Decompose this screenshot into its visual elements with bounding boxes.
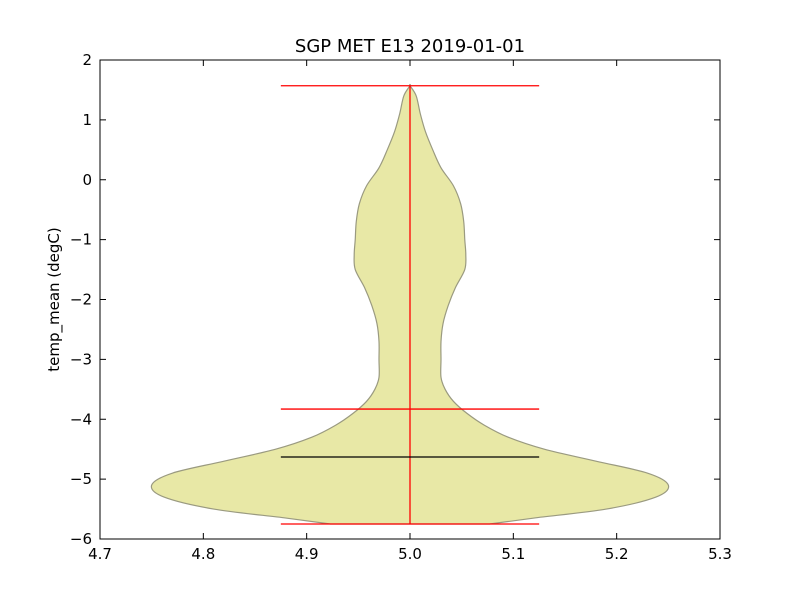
y-tick-label: −4 — [70, 410, 92, 428]
chart-title: SGP MET E13 2019-01-01 — [295, 36, 525, 57]
y-tick-label: −3 — [70, 350, 92, 368]
y-tick-label: 0 — [82, 171, 92, 189]
y-tick-label: 1 — [82, 111, 92, 129]
y-tick-label: −2 — [70, 291, 92, 309]
x-tick-label: 5.3 — [708, 545, 732, 563]
x-tick-label: 5.1 — [501, 545, 525, 563]
y-tick-label: −1 — [70, 231, 92, 249]
x-tick-label: 4.9 — [295, 545, 319, 563]
y-axis-label: temp_mean (degC) — [45, 227, 64, 372]
y-tick-label: −5 — [70, 470, 92, 488]
x-tick-label: 5.2 — [605, 545, 629, 563]
x-tick-label: 4.8 — [191, 545, 215, 563]
x-tick-label: 5.0 — [398, 545, 422, 563]
x-tick-label: 4.7 — [88, 545, 112, 563]
y-tick-label: 2 — [82, 51, 92, 69]
y-tick-label: −6 — [70, 530, 92, 548]
